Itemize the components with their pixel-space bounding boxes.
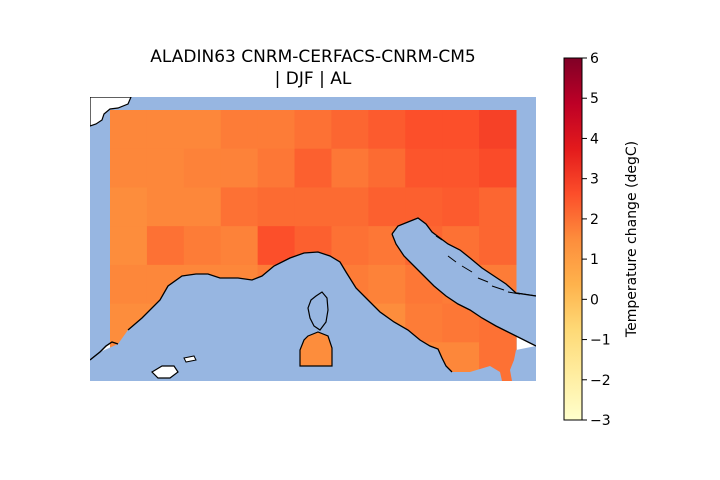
menorca-island: [183, 355, 197, 363]
grid-cell: [220, 226, 259, 266]
grid-cell: [294, 187, 332, 227]
grid-cell: [294, 110, 332, 150]
coastline-adriatic-east: [391, 217, 536, 297]
colorbar-tick-label: 3: [590, 172, 599, 188]
grid-cell: [146, 187, 185, 227]
sea-mediterranean-west: [90, 252, 502, 381]
grid-cell: [405, 148, 443, 188]
grid-cell: [110, 148, 148, 188]
grid-cell: [294, 148, 332, 188]
grid-cell: [368, 187, 406, 227]
coastline-italy-france: [127, 251, 453, 373]
colorbar-tick-label: −3: [590, 413, 611, 429]
grid-cell: [442, 187, 480, 227]
title-line-2: | DJF | AL: [274, 69, 352, 89]
grid-cell: [146, 226, 185, 266]
grid-cell: [220, 148, 259, 188]
land-north-corner: [90, 97, 132, 127]
sea-adriatic: [392, 218, 536, 346]
corsica-island: [307, 291, 329, 331]
colorbar-tick-label: −2: [590, 373, 611, 389]
colorbar-tick-label: 4: [590, 131, 599, 147]
grid-cell: [331, 226, 369, 266]
grid-cell: [331, 110, 369, 150]
grid-cell: [405, 110, 443, 150]
grid-cell: [183, 148, 222, 188]
grid-cell: [368, 264, 406, 305]
title-line-1: ALADIN63 CNRM-CERFACS-CNRM-CM5: [150, 47, 476, 67]
grid-cell: [257, 187, 296, 227]
grid-cell: [257, 148, 296, 188]
grid-cell: [110, 226, 148, 266]
grid-cell: [331, 148, 369, 188]
sea-ionian-gap: [510, 346, 536, 381]
grid-cell: [442, 110, 480, 150]
grid-cell: [442, 148, 480, 188]
grid-cell: [257, 110, 296, 150]
grid-cell: [183, 110, 222, 150]
grid-cell: [368, 110, 406, 150]
grid-cell: [183, 187, 222, 227]
grid-cell: [479, 148, 517, 188]
mallorca-island: [151, 365, 179, 379]
grid-cell: [110, 264, 148, 305]
dalmatian-islands: [435, 235, 521, 295]
grid-cell: [183, 226, 222, 266]
map-title: ALADIN63 CNRM-CERFACS-CNRM-CM5 | DJF | A…: [90, 46, 536, 90]
colorbar: [563, 57, 583, 421]
colorbar-ticks: −3 −2 −1 0 1 2 3 4 5 6: [582, 51, 611, 429]
colorbar-tick-label: 2: [590, 212, 599, 228]
coastline-adriatic-italy: [391, 233, 536, 347]
grid-cell: [110, 110, 148, 150]
grid-cell: [331, 187, 369, 227]
grid-cell: [220, 110, 259, 150]
grid-cell: [479, 110, 517, 150]
colorbar-label: Temperature change (degC): [624, 141, 640, 338]
grid-cell: [220, 187, 259, 227]
grid-cell: [110, 187, 148, 227]
colorbar-tick-label: 5: [590, 91, 599, 107]
colorbar-tick-label: 6: [590, 51, 599, 67]
coastline-north-africa: [90, 341, 119, 361]
grid-cell: [146, 110, 185, 150]
grid-cell: [146, 148, 185, 188]
colorbar-tick-label: −1: [590, 333, 611, 349]
grid-cell: [368, 148, 406, 188]
grid-cell: [479, 187, 517, 227]
colorbar-tick-label: 0: [590, 292, 599, 308]
sardinia-island: [299, 331, 333, 367]
grid-cell: [479, 226, 517, 266]
colorbar-tick-label: 1: [590, 252, 599, 268]
